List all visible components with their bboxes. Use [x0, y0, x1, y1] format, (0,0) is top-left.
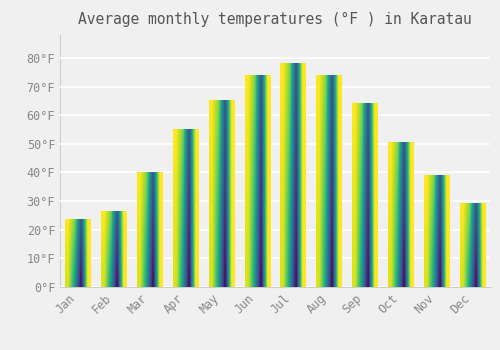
Title: Average monthly temperatures (°F ) in Karatau: Average monthly temperatures (°F ) in Ka…: [78, 12, 472, 27]
